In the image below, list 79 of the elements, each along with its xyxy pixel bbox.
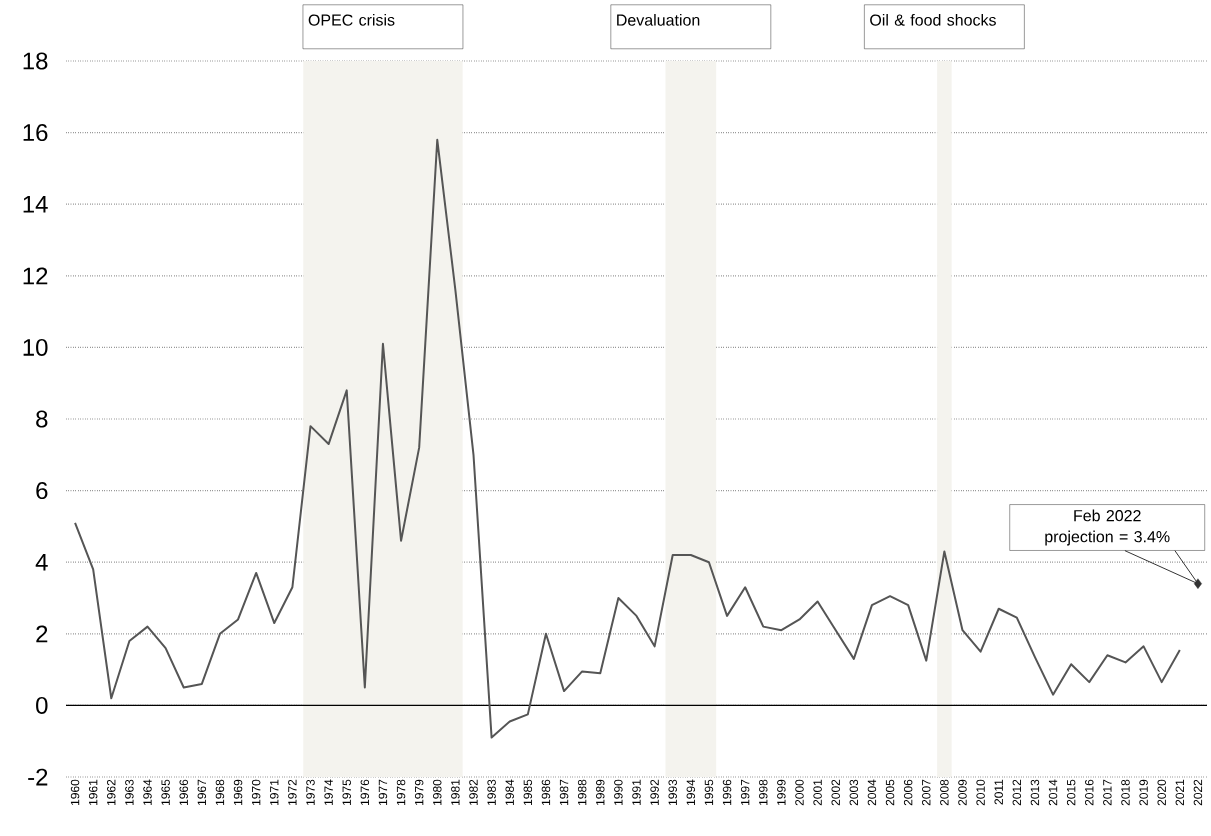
x-tick-label: 1993: [668, 779, 677, 805]
x-tick-label: 1987: [559, 779, 569, 805]
x-tick-label: 1978: [396, 779, 406, 805]
x-tick-label: 1970: [251, 779, 261, 805]
x-tick-label: 1997: [740, 779, 750, 805]
x-tick-label: 1971: [270, 779, 279, 805]
x-tick-label: 1960: [70, 779, 80, 805]
x-tick-label: 1975: [342, 779, 351, 805]
x-tick-label: 2022: [1193, 779, 1203, 806]
x-tick-label: 2009: [958, 779, 967, 806]
x-tick-label: 2008: [940, 779, 949, 806]
x-tick-label: 2021: [1175, 779, 1185, 806]
x-tick-label: 1996: [722, 779, 732, 805]
x-tick-label: 2020: [1157, 779, 1166, 806]
line-series: [74, 138, 1181, 739]
x-tick-label: 1968: [215, 779, 225, 805]
x-tick-label: 2003: [849, 779, 859, 806]
x-tick-label: 2014: [1048, 779, 1058, 806]
x-tick-label: 1984: [505, 779, 514, 805]
x-tick-label: 2016: [1085, 779, 1094, 806]
x-tick-label: 2004: [867, 779, 877, 806]
y-tick-label: 18: [23, 52, 48, 70]
x-tick-label: 1992: [650, 779, 659, 805]
x-tick-label: 1964: [143, 779, 152, 805]
x-tick-label: 2006: [903, 779, 913, 806]
x-tick-label: 1969: [233, 779, 243, 805]
x-tick-label: 1979: [414, 779, 424, 805]
x-tick-label: 1963: [125, 779, 134, 805]
x-tick-label: 1982: [469, 779, 478, 805]
x-tick-label: 2005: [885, 779, 895, 806]
y-tick-label: 0: [36, 696, 48, 714]
x-tick-label: 1967: [197, 779, 207, 805]
x-tick-label: 1973: [306, 779, 315, 805]
x-tick-label: 1981: [451, 779, 460, 805]
x-tick-label: 1972: [288, 779, 297, 805]
y-tick-label: -2: [28, 768, 48, 786]
y-tick-label: 2: [36, 625, 48, 643]
x-tick-label: 1974: [324, 779, 333, 805]
x-tick-label: 1961: [88, 779, 98, 805]
x-tick-label: 2017: [1103, 779, 1112, 806]
annotation: Feb 2022 projection = 3.4%: [1045, 509, 1170, 546]
y-tick-label: 8: [36, 410, 48, 428]
y-tick-label: 12: [23, 267, 48, 285]
x-tick-label: 1989: [596, 779, 605, 805]
x-tick-label: 2015: [1066, 779, 1076, 806]
x-tick-label: 1976: [360, 779, 370, 805]
x-tick-label: 1998: [759, 779, 768, 805]
x-tick-label: 2019: [1139, 779, 1148, 806]
x-tick-label: 1977: [378, 779, 388, 805]
x-tick-label: 1986: [541, 779, 551, 805]
x-tick-label: 2012: [1012, 779, 1022, 806]
y-tick-label: 16: [23, 124, 48, 142]
x-tick-label: 1966: [179, 779, 188, 805]
x-tick-label: 1990: [614, 779, 623, 805]
x-tick-label: 2010: [976, 779, 985, 806]
band-label: Oil & food shocks: [870, 14, 996, 26]
x-tick-label: 2000: [795, 779, 804, 806]
x-tick-label: 2002: [831, 779, 840, 806]
x-tick-label: 2001: [813, 779, 822, 806]
x-tick-label: 1988: [577, 779, 587, 805]
x-tick-label: 1999: [777, 779, 786, 805]
x-tick-label: 1983: [487, 779, 496, 805]
y-tick-label: 4: [35, 553, 48, 571]
x-tick-label: 1962: [107, 779, 116, 805]
x-tick-label: 1995: [704, 779, 714, 805]
band-label: Devaluation: [617, 14, 700, 26]
y-tick-label: 14: [23, 195, 48, 213]
y-tick-label: 6: [36, 482, 48, 500]
x-tick-label: 1980: [433, 779, 442, 805]
x-tick-label: 1991: [632, 779, 641, 805]
x-tick-label: 2013: [1030, 779, 1040, 806]
x-tick-label: 1994: [686, 779, 696, 805]
x-tick-label: 2018: [1121, 779, 1130, 806]
y-tick-label: 10: [23, 338, 48, 356]
x-tick-label: 1965: [161, 779, 170, 805]
x-tick-label: 2011: [994, 779, 1003, 805]
x-tick-label: 1985: [523, 779, 533, 805]
x-tick-label: 2007: [922, 779, 931, 806]
band-label: OPEC crisis: [308, 14, 395, 26]
